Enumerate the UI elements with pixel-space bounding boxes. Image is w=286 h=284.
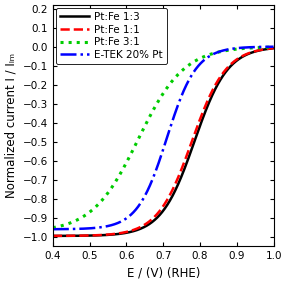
- Pt:Fe 1:3: [90, 234, 93, 237]
- Pt:Fe 3:1: [272, 45, 275, 49]
- E-TEK 20% Pt: [145, 190, 149, 193]
- E-TEK 20% Pt: [76, 227, 80, 231]
- Pt:Fe 3:1: [90, 209, 93, 213]
- Pt:Fe 1:1: [267, 47, 271, 50]
- E-TEK 20% Pt: [272, 45, 275, 49]
- Pt:Fe 1:3: [145, 224, 149, 227]
- Pt:Fe 1:3: [267, 47, 271, 51]
- Line: E-TEK 20% Pt: E-TEK 20% Pt: [53, 47, 274, 229]
- Pt:Fe 1:3: [136, 228, 139, 231]
- Pt:Fe 3:1: [51, 226, 55, 229]
- Pt:Fe 1:1: [244, 53, 247, 56]
- Pt:Fe 1:1: [145, 222, 149, 225]
- Pt:Fe 3:1: [145, 120, 149, 124]
- Line: Pt:Fe 1:3: Pt:Fe 1:3: [53, 48, 274, 236]
- Pt:Fe 1:1: [272, 47, 275, 50]
- Pt:Fe 3:1: [76, 218, 80, 221]
- Legend: Pt:Fe 1:3, Pt:Fe 1:1, Pt:Fe 3:1, E-TEK 20% Pt: Pt:Fe 1:3, Pt:Fe 1:1, Pt:Fe 3:1, E-TEK 2…: [56, 8, 167, 64]
- E-TEK 20% Pt: [267, 45, 271, 49]
- Pt:Fe 1:1: [90, 234, 93, 237]
- Pt:Fe 1:3: [76, 234, 80, 237]
- Pt:Fe 1:1: [76, 234, 80, 237]
- E-TEK 20% Pt: [51, 227, 55, 231]
- Pt:Fe 1:1: [136, 227, 139, 230]
- Line: Pt:Fe 3:1: Pt:Fe 3:1: [53, 47, 274, 228]
- E-TEK 20% Pt: [90, 227, 93, 230]
- E-TEK 20% Pt: [244, 46, 247, 49]
- Pt:Fe 1:1: [51, 234, 55, 238]
- E-TEK 20% Pt: [136, 206, 139, 209]
- Pt:Fe 3:1: [136, 139, 139, 143]
- X-axis label: E / (V) (RHE): E / (V) (RHE): [126, 267, 200, 280]
- Pt:Fe 1:3: [272, 47, 275, 50]
- Pt:Fe 3:1: [244, 47, 247, 50]
- Pt:Fe 3:1: [267, 45, 271, 49]
- Line: Pt:Fe 1:1: Pt:Fe 1:1: [53, 48, 274, 236]
- Y-axis label: Normalized current I / Iₗₘ: Normalized current I / Iₗₘ: [4, 53, 17, 198]
- Pt:Fe 1:3: [51, 234, 55, 238]
- Pt:Fe 1:3: [244, 53, 247, 57]
